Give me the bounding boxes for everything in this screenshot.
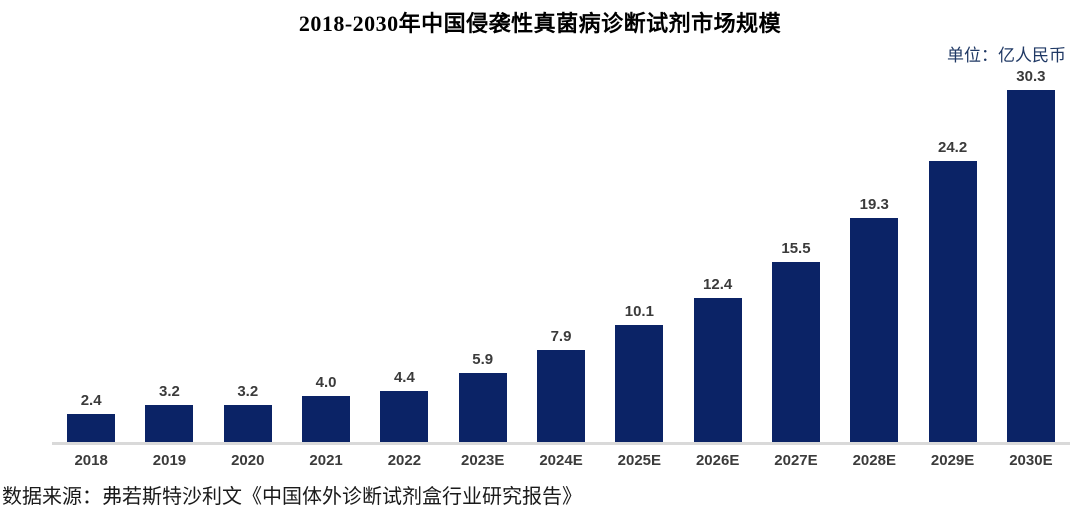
bar-value-label: 30.3	[1016, 68, 1046, 85]
bar	[145, 404, 194, 442]
bar-column: 4.4	[365, 369, 443, 442]
x-tick-label: 2030E	[1009, 452, 1053, 469]
bar	[537, 350, 586, 442]
x-tick-label: 2026E	[695, 452, 740, 469]
bar	[928, 160, 977, 442]
chart-title: 2018-2030年中国侵袭性真菌病诊断试剂市场规模	[298, 11, 782, 36]
bar-column: 4.0	[287, 374, 365, 442]
bar-value-label: 4.4	[393, 368, 415, 386]
unit-label: 单位：亿人民币	[947, 46, 1066, 65]
bar-column: 15.5	[757, 240, 835, 442]
bar-value-label: 4.0	[315, 373, 337, 391]
bar	[850, 217, 899, 442]
x-tick-label: 2024E	[539, 452, 583, 469]
bar-value-label: 24.2	[937, 138, 968, 156]
bar	[693, 297, 742, 442]
bar-value-label: 15.5	[781, 239, 811, 257]
x-tick-label: 2019	[152, 452, 187, 469]
bar-column: 24.2	[913, 139, 991, 442]
bar-column: 7.9	[522, 328, 600, 442]
bar	[458, 373, 507, 442]
x-tick-label: 2029E	[930, 452, 975, 469]
bar	[771, 261, 820, 442]
bar-column: 19.3	[835, 196, 913, 442]
bar-chart-plot-area: 2.4 3.2 3.2 4.0 4.4 5.9 7.9 10.1 12.4 15.5 19.3 24.…	[52, 66, 1070, 445]
bar-column: 12.4	[679, 276, 757, 442]
bar-value-label: 3.2	[237, 382, 259, 400]
x-tick-label: 2027E	[774, 452, 818, 469]
x-tick-label: 2028E	[852, 452, 896, 469]
data-source-note: 数据来源：弗若斯特沙利文《中国体外诊断试剂盒行业研究报告》	[2, 486, 582, 508]
bar-value-label: 2.4	[80, 392, 102, 410]
bar-column: 2.4	[52, 392, 130, 442]
x-tick-label: 2018	[74, 452, 108, 469]
bar-value-label: 12.4	[703, 275, 733, 293]
x-tick-label: 2020	[231, 452, 265, 469]
x-tick-label: 2025E	[617, 452, 662, 469]
bar-value-label: 3.2	[159, 382, 180, 400]
bar-column: 5.9	[444, 351, 522, 442]
bar-value-label: 19.3	[859, 195, 889, 213]
bar-value-label: 10.1	[624, 302, 654, 320]
x-tick-label: 2023E	[461, 452, 505, 469]
bar	[1006, 90, 1055, 442]
bar	[380, 390, 429, 442]
bar-value-label: 5.9	[472, 351, 494, 369]
bar	[302, 395, 351, 442]
bar-column: 3.2	[209, 383, 287, 442]
bar-column: 3.2	[130, 383, 208, 442]
x-tick-label: 2021	[309, 452, 343, 469]
bar-column: 30.3	[992, 68, 1070, 442]
x-tick-label: 2022	[387, 452, 422, 469]
bar	[615, 324, 664, 442]
bar	[223, 404, 272, 442]
bar	[67, 414, 116, 442]
x-axis-labels: 2018 2019 2020 2021 2022 2023E 2024E 2025E 2026E…	[52, 445, 1070, 469]
bar-value-label: 7.9	[550, 328, 572, 346]
bar-column: 10.1	[600, 303, 678, 442]
